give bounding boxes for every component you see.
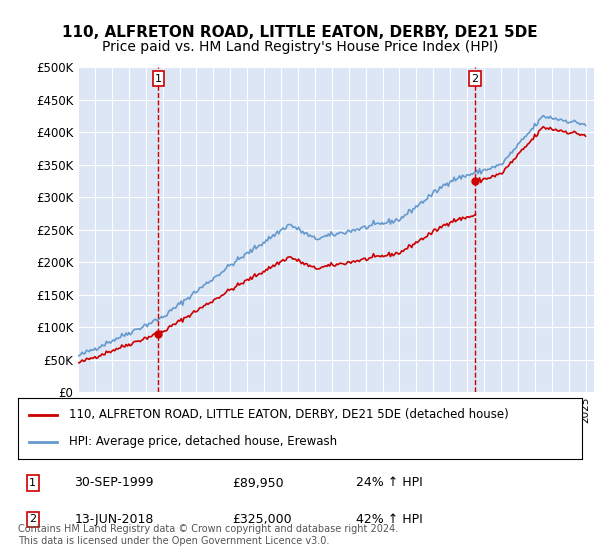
Text: 13-JUN-2018: 13-JUN-2018 (74, 513, 154, 526)
Text: 24% ↑ HPI: 24% ↑ HPI (356, 477, 423, 489)
Text: Contains HM Land Registry data © Crown copyright and database right 2024.
This d: Contains HM Land Registry data © Crown c… (18, 524, 398, 546)
Text: Price paid vs. HM Land Registry's House Price Index (HPI): Price paid vs. HM Land Registry's House … (102, 40, 498, 54)
Text: 2: 2 (29, 515, 37, 524)
Text: 30-SEP-1999: 30-SEP-1999 (74, 477, 154, 489)
Text: £325,000: £325,000 (232, 513, 292, 526)
Text: £89,950: £89,950 (232, 477, 284, 489)
Text: 1: 1 (155, 74, 162, 83)
Text: 110, ALFRETON ROAD, LITTLE EATON, DERBY, DE21 5DE (detached house): 110, ALFRETON ROAD, LITTLE EATON, DERBY,… (69, 408, 509, 421)
Text: 2: 2 (471, 74, 478, 83)
Text: 1: 1 (29, 478, 36, 488)
Text: 42% ↑ HPI: 42% ↑ HPI (356, 513, 423, 526)
Text: HPI: Average price, detached house, Erewash: HPI: Average price, detached house, Erew… (69, 436, 337, 449)
Text: 110, ALFRETON ROAD, LITTLE EATON, DERBY, DE21 5DE: 110, ALFRETON ROAD, LITTLE EATON, DERBY,… (62, 25, 538, 40)
